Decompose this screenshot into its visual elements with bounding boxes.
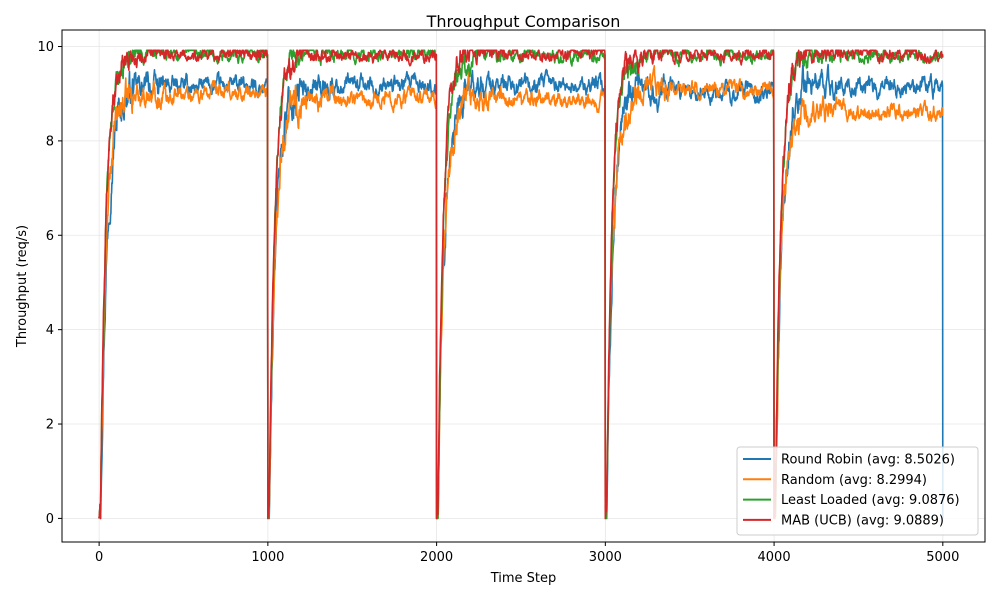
legend-entry: MAB (UCB) (avg: 9.0889) (781, 513, 944, 528)
x-tick-label: 4000 (758, 550, 791, 565)
y-tick-label: 4 (46, 323, 54, 338)
plot-frame (61, 29, 986, 543)
x-tick-label: 2000 (420, 550, 453, 565)
series-line (98, 63, 944, 520)
legend-entry: Random (avg: 8.2994) (781, 473, 927, 488)
series-lines (98, 49, 944, 520)
y-tick-label: 10 (37, 40, 54, 55)
legend-entry: Least Loaded (avg: 9.0876) (781, 493, 960, 508)
x-axis-label: Time Step (490, 571, 557, 586)
axis-ticks: 0 1000 2000 3000 4000 5000 0 2 4 6 8 10 (37, 40, 959, 565)
y-tick-label: 0 (46, 512, 54, 527)
series-line (98, 65, 944, 520)
legend-entry: Round Robin (avg: 8.5026) (781, 453, 955, 468)
y-tick-label: 2 (46, 418, 54, 433)
x-tick-label: 5000 (926, 550, 959, 565)
chart-title: Throughput Comparison (426, 12, 621, 31)
series-line (98, 49, 944, 520)
legend-box (736, 446, 979, 536)
x-tick-label: 1000 (251, 550, 284, 565)
legend: Round Robin (avg: 8.5026) Random (avg: 8.… (736, 446, 979, 536)
y-axis-label: Throughput (req/s) (15, 225, 30, 348)
x-tick-label: 3000 (589, 550, 622, 565)
y-tick-label: 6 (46, 229, 54, 244)
x-tick-label: 0 (95, 550, 103, 565)
y-tick-label: 8 (46, 134, 54, 149)
